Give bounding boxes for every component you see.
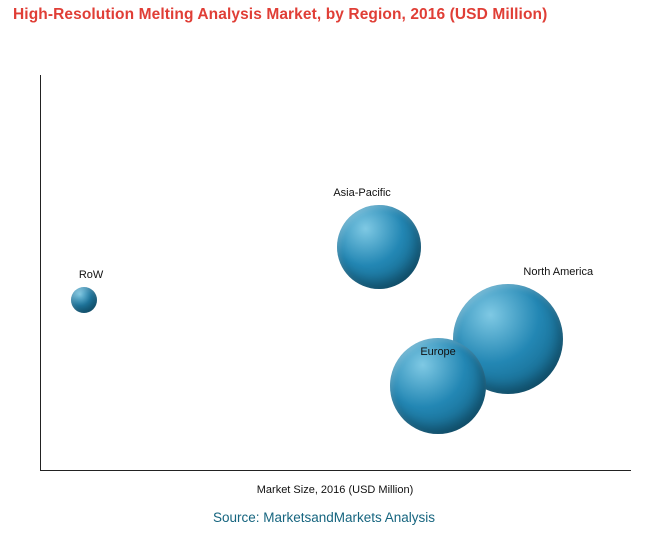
x-axis-label: Market Size, 2016 (USD Million) xyxy=(256,484,414,496)
bubble-row xyxy=(71,287,98,314)
bubble-label-europe: Europe xyxy=(420,345,456,358)
source-text: Source: MarketsandMarkets Analysis xyxy=(212,510,436,525)
bubble-asia-pacific xyxy=(337,204,422,289)
bubble-label-asia-pacific: Asia-Pacific xyxy=(333,186,391,199)
bubble-label-north-america: North America xyxy=(523,265,594,278)
chart-title: High-Resolution Melting Analysis Market,… xyxy=(13,6,548,23)
bubble-label-row: RoW xyxy=(78,269,104,282)
plot-area: RoW Asia-Pacific North America Europe xyxy=(40,75,631,471)
bubble-europe xyxy=(390,337,487,434)
